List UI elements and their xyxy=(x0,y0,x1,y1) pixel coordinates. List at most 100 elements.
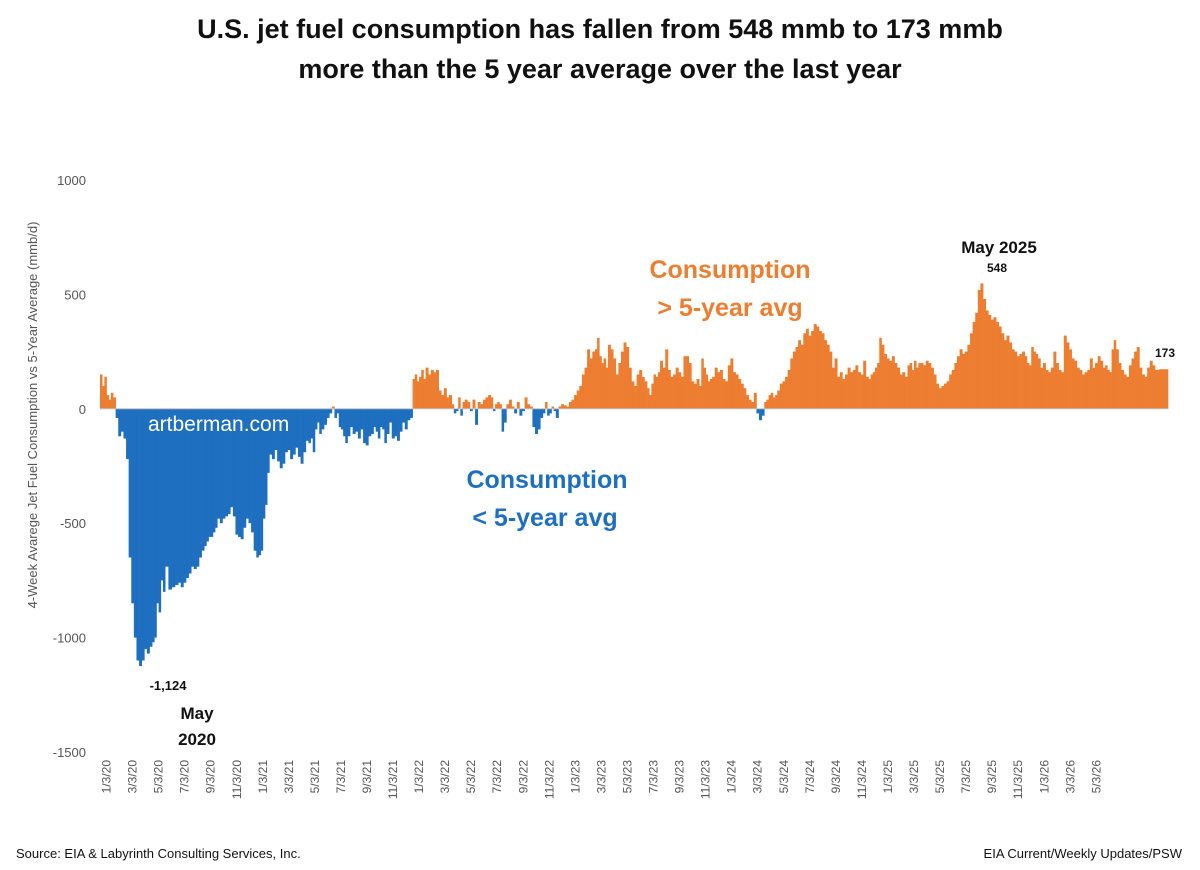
bar xyxy=(377,408,381,439)
bar xyxy=(488,395,492,409)
bar xyxy=(879,337,882,409)
bar xyxy=(133,408,137,638)
bar xyxy=(373,408,377,428)
bar xyxy=(482,399,486,409)
x-tick-label: 11/3/24 xyxy=(855,760,869,799)
bar xyxy=(1016,356,1020,409)
bar xyxy=(1061,372,1065,409)
bar xyxy=(787,369,791,409)
bar xyxy=(735,374,739,409)
positive-label-line-2: > 5-year avg xyxy=(657,294,802,322)
bar xyxy=(790,358,794,409)
bar xyxy=(527,404,531,409)
bar xyxy=(1024,356,1028,409)
bar xyxy=(962,353,966,409)
bar xyxy=(1031,347,1034,409)
bar xyxy=(874,367,878,409)
bar xyxy=(503,408,507,423)
bar xyxy=(152,408,155,643)
bar xyxy=(443,388,447,409)
bar xyxy=(386,408,390,434)
bar xyxy=(1147,367,1151,409)
bar xyxy=(1095,363,1099,409)
bar xyxy=(1159,369,1165,409)
bar xyxy=(165,408,169,567)
bar xyxy=(240,408,244,540)
x-tick-label: 11/3/23 xyxy=(699,760,713,799)
bar xyxy=(688,363,692,409)
bar xyxy=(262,408,266,519)
bar xyxy=(441,395,445,409)
bar xyxy=(345,408,348,444)
bar xyxy=(1089,358,1093,409)
bar xyxy=(636,374,640,409)
x-tick-label: 5/3/21 xyxy=(308,760,322,794)
bar xyxy=(423,379,426,409)
bar xyxy=(829,351,833,409)
bar xyxy=(957,356,960,409)
bar xyxy=(761,408,765,416)
x-tick-label: 1/3/26 xyxy=(1037,760,1051,794)
bar xyxy=(589,358,593,409)
bar xyxy=(916,367,919,409)
bar xyxy=(813,324,817,409)
negative-label-line-1: Consumption xyxy=(466,466,627,494)
bar xyxy=(795,347,799,409)
y-tick-label: 1000 xyxy=(57,173,86,188)
bar xyxy=(597,337,600,409)
bar xyxy=(1040,367,1044,409)
bar xyxy=(1069,349,1072,409)
bar xyxy=(805,328,809,409)
bar xyxy=(412,379,416,409)
max-date-label: May 2025 xyxy=(961,238,1037,257)
bar xyxy=(462,401,466,409)
bar xyxy=(160,408,164,581)
bar xyxy=(340,408,344,430)
bar xyxy=(1109,372,1112,409)
bar xyxy=(980,283,984,409)
bar xyxy=(553,408,557,412)
bar xyxy=(113,397,116,409)
bar xyxy=(321,408,325,430)
bar xyxy=(1033,351,1036,409)
bar xyxy=(547,408,550,416)
bar xyxy=(705,374,709,409)
min-value-label: -1,124 xyxy=(150,678,188,693)
bar xyxy=(191,408,195,567)
bar xyxy=(492,408,496,412)
bar xyxy=(524,397,528,409)
bar xyxy=(279,408,283,469)
bar xyxy=(579,385,583,409)
bar xyxy=(803,333,807,409)
bar xyxy=(394,408,398,437)
bar xyxy=(1149,360,1153,409)
bar xyxy=(1014,351,1018,409)
bar xyxy=(868,379,871,409)
bar xyxy=(826,344,830,409)
bar xyxy=(1001,333,1005,409)
bar xyxy=(115,408,119,418)
bar xyxy=(274,408,278,450)
bar xyxy=(707,381,711,409)
bar xyxy=(886,358,890,409)
bar xyxy=(501,408,505,432)
bar xyxy=(770,392,774,409)
bar xyxy=(949,374,953,409)
bar xyxy=(269,408,273,455)
bar xyxy=(985,310,989,409)
bar xyxy=(1115,349,1119,409)
bar xyxy=(1092,367,1096,409)
bar xyxy=(436,369,439,409)
bar xyxy=(613,358,617,409)
bar xyxy=(558,406,562,409)
bar xyxy=(951,369,955,409)
bar xyxy=(264,408,268,505)
x-tick-label: 7/3/22 xyxy=(490,760,504,794)
bar xyxy=(370,408,374,434)
bar xyxy=(925,360,929,409)
x-tick-label: 9/3/23 xyxy=(673,760,687,794)
bar xyxy=(139,408,143,666)
bar xyxy=(1118,363,1122,409)
bar xyxy=(232,408,236,517)
bar xyxy=(1003,340,1007,409)
